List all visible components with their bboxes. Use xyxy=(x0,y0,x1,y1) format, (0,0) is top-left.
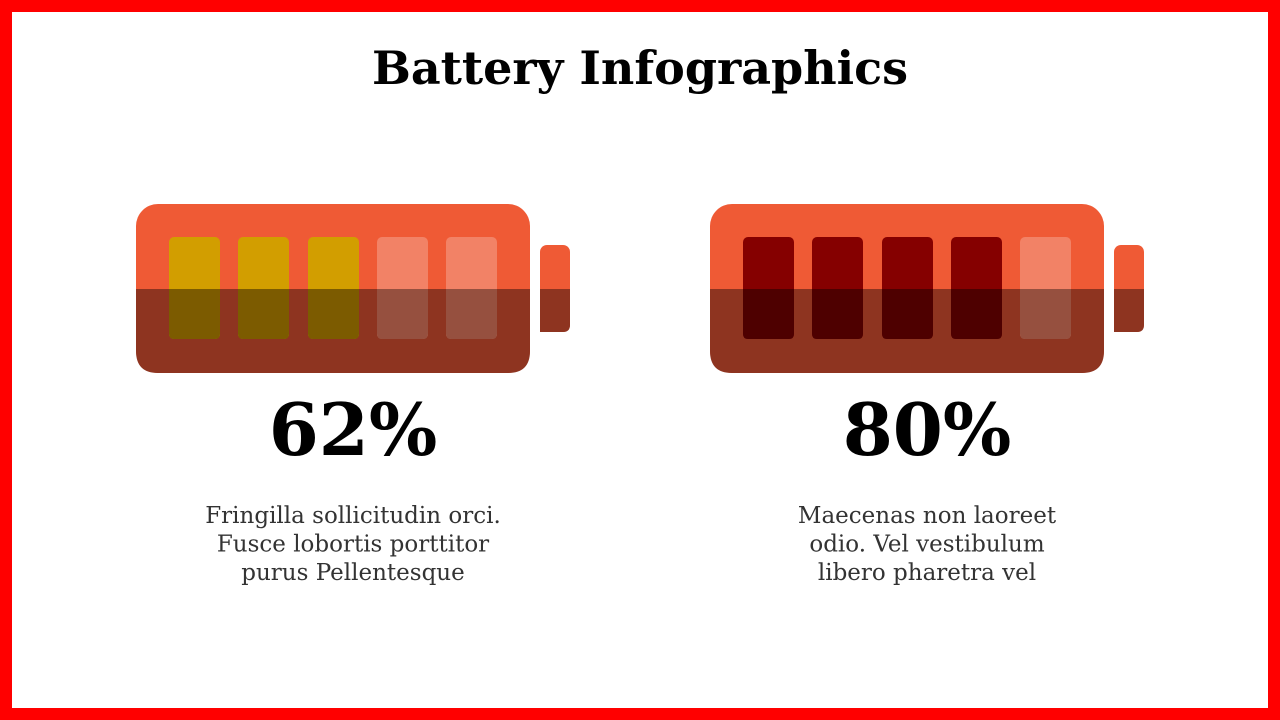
battery-cell-bottom xyxy=(1020,289,1071,339)
battery-cell-bottom xyxy=(951,289,1002,339)
battery-cell-bottom xyxy=(169,289,220,339)
battery-description: Maecenas non laoreet xyxy=(798,503,1057,529)
battery-description: odio. Vel vestibulum xyxy=(809,532,1044,558)
battery-description: libero pharetra vel xyxy=(818,560,1036,586)
battery-cell-bottom xyxy=(446,289,497,339)
battery-cell-bottom xyxy=(238,289,289,339)
battery-terminal-bottom xyxy=(1114,289,1144,332)
battery-description: purus Pellentesque xyxy=(241,560,464,586)
battery-cell-bottom xyxy=(308,289,359,339)
battery-description: Fringilla sollicitudin orci. xyxy=(205,503,501,529)
battery-description: Fusce lobortis porttitor xyxy=(217,532,489,558)
battery-cell-bottom xyxy=(812,289,863,339)
battery-cell-bottom xyxy=(743,289,794,339)
slide-title: Battery Infographics xyxy=(372,41,908,95)
battery-terminal-bottom xyxy=(540,289,570,332)
batteries: 62% Fringilla sollicitudin orci. Fusce lob… xyxy=(136,204,1144,586)
battery-cell-bottom xyxy=(882,289,933,339)
battery: 62% Fringilla sollicitudin orci. Fusce lob… xyxy=(136,204,570,586)
battery-cell-bottom xyxy=(377,289,428,339)
battery-percent: 80% xyxy=(843,387,1012,472)
battery-percent: 62% xyxy=(269,387,438,472)
battery: 80% Maecenas non laoreet odio. Vel vestibu… xyxy=(710,204,1144,586)
